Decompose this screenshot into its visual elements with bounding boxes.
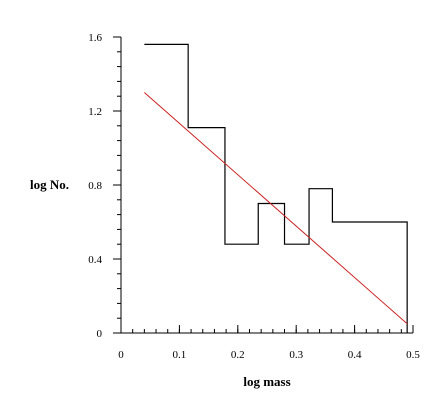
x-axis-title: log mass xyxy=(243,374,290,389)
plot-area xyxy=(144,43,408,333)
fit-line xyxy=(144,92,408,325)
y-tick-label: 0.8 xyxy=(88,180,102,192)
y-axis-title: log No. xyxy=(30,177,69,192)
x-tick-label: 0.1 xyxy=(173,349,187,361)
histogram-step-line xyxy=(144,43,408,333)
x-tick-label: 0.2 xyxy=(231,349,245,361)
y-tick-label: 1.2 xyxy=(88,106,102,118)
x-tick-label: 0.4 xyxy=(348,349,362,361)
y-tick-label: 0 xyxy=(97,328,103,340)
y-tick-label: 0.4 xyxy=(88,254,102,266)
x-tick-label: 0.3 xyxy=(289,349,303,361)
x-tick-label: 0 xyxy=(118,349,124,361)
y-tick-label: 1.6 xyxy=(88,32,102,44)
axes: 0 0.1 0.2 0.3 0.4 0.5 0 0.4 0.8 1.2 1.6 xyxy=(88,32,420,361)
x-tick-label: 0.5 xyxy=(406,349,420,361)
